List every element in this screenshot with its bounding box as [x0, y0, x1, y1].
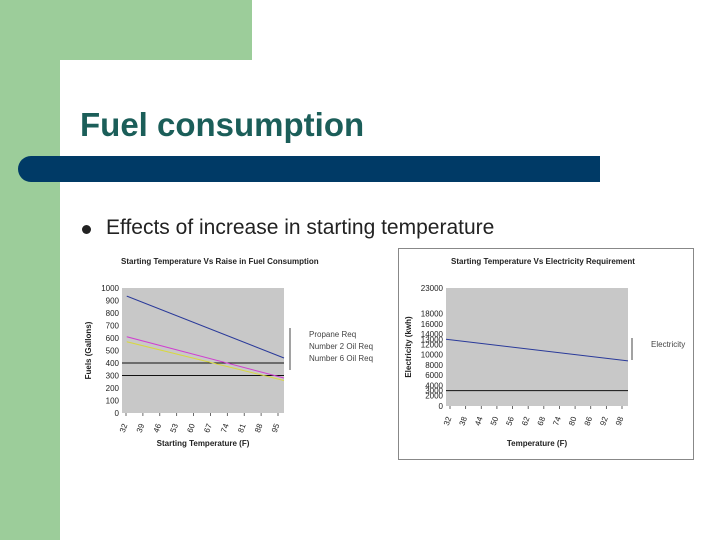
y-tick-label: 3000 [425, 387, 443, 396]
x-tick-label: 46 [152, 422, 164, 434]
x-tick-label: 74 [551, 415, 563, 427]
y-tick-label: 400 [106, 359, 120, 368]
y-tick-label: 0 [115, 409, 120, 418]
x-tick-label: 68 [536, 415, 548, 427]
y-tick-label: 800 [106, 309, 120, 318]
x-tick-label: 98 [614, 415, 626, 427]
plot-area [122, 288, 284, 413]
plot-area [446, 288, 628, 406]
x-axis-label: Temperature (F) [507, 439, 568, 448]
slide-title: Fuel consumption [80, 106, 365, 143]
x-tick-label: 50 [489, 415, 501, 427]
series-line [445, 338, 629, 362]
y-tick-label: 14000 [421, 330, 444, 339]
fuel-consumption-chart: Starting Temperature Vs Raise in Fuel Co… [84, 257, 373, 448]
legend-entry: Electricity [651, 340, 685, 349]
y-tick-label: 12000 [421, 340, 444, 349]
x-tick-label: 92 [598, 415, 610, 427]
y-tick-label: 0 [439, 402, 444, 411]
y-tick-label: 16000 [421, 320, 444, 329]
y-tick-label: 18000 [421, 310, 444, 319]
series-line [126, 295, 285, 359]
chart-frame [398, 248, 694, 460]
bullet-dot-icon [82, 225, 91, 234]
x-tick-label: 80 [567, 415, 579, 427]
legend-entry: Propane Req [309, 330, 356, 339]
x-tick-label: 56 [504, 415, 516, 427]
x-tick-label: 67 [202, 422, 214, 434]
x-tick-label: 32 [118, 422, 130, 434]
x-tick-label: 39 [135, 422, 147, 434]
x-tick-label: 74 [219, 422, 231, 434]
x-tick-label: 38 [458, 415, 470, 427]
y-tick-label: 200 [106, 384, 120, 393]
legend-entry: Number 6 Oil Req [309, 354, 373, 363]
series-line [126, 336, 285, 379]
x-tick-label: 95 [270, 422, 282, 434]
y-tick-label: 500 [106, 347, 120, 356]
title-underline-bar [18, 156, 600, 182]
y-tick-label: 13000 [421, 335, 444, 344]
x-tick-label: 32 [442, 415, 454, 427]
x-tick-label: 81 [236, 422, 248, 434]
y-tick-label: 700 [106, 322, 120, 331]
x-tick-label: 86 [583, 415, 595, 427]
y-axis-label: Electricity (kwh) [404, 316, 413, 378]
y-tick-label: 4000 [425, 381, 443, 390]
x-tick-label: 88 [253, 422, 265, 434]
x-tick-label: 60 [185, 422, 197, 434]
x-axis-label: Starting Temperature (F) [157, 439, 250, 448]
y-tick-label: 1000 [101, 284, 119, 293]
y-tick-label: 100 [106, 397, 120, 406]
y-tick-label: 600 [106, 334, 120, 343]
bullet-text: Effects of increase in starting temperat… [106, 216, 495, 239]
y-tick-label: 8000 [425, 361, 443, 370]
y-tick-label: 23000 [421, 284, 444, 293]
y-tick-label: 900 [106, 297, 120, 306]
electricity-chart: Starting Temperature Vs Electricity Requ… [398, 248, 694, 460]
x-tick-label: 44 [473, 415, 485, 427]
series-line [126, 341, 285, 381]
x-tick-label: 53 [169, 422, 181, 434]
green-side-band [0, 0, 60, 540]
y-axis-label: Fuels (Gallons) [84, 321, 93, 379]
chart-title: Starting Temperature Vs Electricity Requ… [451, 257, 635, 266]
legend-entry: Number 2 Oil Req [309, 342, 373, 351]
y-tick-label: 300 [106, 372, 120, 381]
y-tick-label: 6000 [425, 371, 443, 380]
y-tick-label: 2000 [425, 392, 443, 401]
x-tick-label: 62 [520, 415, 532, 427]
y-tick-label: 10000 [421, 351, 444, 360]
content-corner [60, 60, 100, 100]
chart-title: Starting Temperature Vs Raise in Fuel Co… [121, 257, 319, 266]
